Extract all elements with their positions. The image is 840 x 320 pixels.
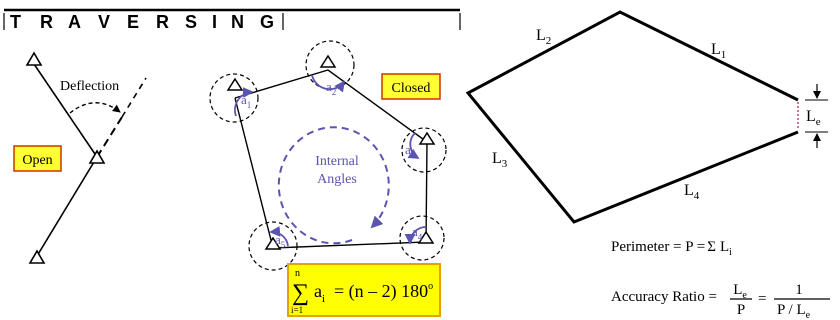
- sum-symbol: ∑: [292, 280, 309, 306]
- station-triangle: [417, 230, 435, 244]
- station-triangle: [264, 236, 282, 250]
- accuracy-frac1-den: P: [737, 302, 745, 318]
- title-letter: N: [231, 12, 244, 32]
- station-triangle: [319, 54, 337, 68]
- closed-traverse: a1 a2 a3 a4 a5 Internal Angles Closed n …: [209, 40, 447, 317]
- station-triangle: [25, 51, 43, 66]
- angle-label-a1: a1: [241, 92, 251, 110]
- title-letter: T: [10, 12, 21, 32]
- angle-label-a4: a4: [412, 224, 423, 242]
- angle-arc: [269, 225, 289, 247]
- station-triangle: [226, 77, 244, 91]
- open-label-box: [13, 145, 62, 172]
- angle-arc: [311, 74, 346, 93]
- sum-lower-limit: i=1: [291, 305, 303, 315]
- title-bar: T R A V E R S I N G: [3, 8, 461, 32]
- title-letter: E: [127, 12, 139, 32]
- title-letter: A: [68, 12, 81, 32]
- open-prolongation: [96, 116, 123, 158]
- open-traverse: Deflection Open: [13, 51, 147, 264]
- sum-rhs: = (n – 2) 180o: [334, 281, 433, 302]
- sum-formula-box: [287, 263, 441, 317]
- accuracy-equals: =: [758, 291, 766, 307]
- title-letter: R: [156, 12, 169, 32]
- open-prolongation-tail: [121, 77, 147, 118]
- deflection-arc: [69, 102, 121, 114]
- angle-label-a2: a2: [326, 79, 336, 97]
- station-circle: [399, 215, 445, 261]
- open-leg-1: [33, 63, 98, 158]
- sum-term: ai: [314, 281, 325, 305]
- station-circle: [401, 127, 447, 173]
- perimeter-formula: Perimeter = P = Σ Li: [611, 239, 732, 258]
- sum-formula: n ∑ i=1 ai = (n – 2) 180o: [291, 268, 433, 315]
- angle-arc: [407, 132, 420, 159]
- station-circle: [209, 73, 259, 123]
- station-triangle: [88, 149, 106, 164]
- accuracy-frac2-num: 1: [795, 282, 803, 298]
- open-label: Open: [22, 153, 52, 168]
- angle-label-a5: a5: [275, 232, 286, 250]
- title-letter: S: [185, 12, 197, 32]
- angle-arc: [234, 87, 254, 117]
- accuracy-lhs: Accuracy Ratio =: [611, 289, 717, 305]
- side-label-l1: L1: [711, 41, 726, 61]
- title-letter: R: [40, 12, 53, 32]
- accuracy-ratio-formula: Accuracy Ratio = Le P = 1 P / Le: [611, 282, 830, 320]
- closed-label: Closed: [392, 81, 431, 96]
- station-triangle: [418, 131, 436, 145]
- accuracy-frac2-den: P / Le: [777, 302, 811, 320]
- angle-label-a3: a3: [405, 142, 416, 160]
- angle-arc: [404, 226, 427, 245]
- closure-label-le: Le: [806, 108, 821, 128]
- side-label-l2: L2: [536, 27, 551, 47]
- internal-label-line1: Internal: [315, 154, 359, 169]
- title-letter: G: [260, 12, 274, 32]
- side-label-l4: L4: [684, 182, 700, 202]
- accuracy-frac1-num: Le: [733, 282, 747, 301]
- title-letter: V: [98, 12, 110, 32]
- station-circle: [248, 221, 298, 271]
- error-polygon: [465, 10, 799, 224]
- internal-label-line2: Angles: [317, 172, 357, 187]
- internal-angles-loop: [277, 126, 390, 245]
- side-label-l3: L3: [492, 150, 508, 170]
- title-letter: I: [212, 12, 217, 32]
- open-leg-2: [36, 156, 98, 257]
- closed-label-box: [381, 73, 441, 100]
- deflection-label: Deflection: [60, 79, 119, 94]
- sum-upper-limit: n: [295, 268, 300, 279]
- closure-error: L1 L2 L3 L4 Le Perimeter = P = Σ Li Accura…: [465, 10, 830, 320]
- station-triangle: [28, 249, 46, 264]
